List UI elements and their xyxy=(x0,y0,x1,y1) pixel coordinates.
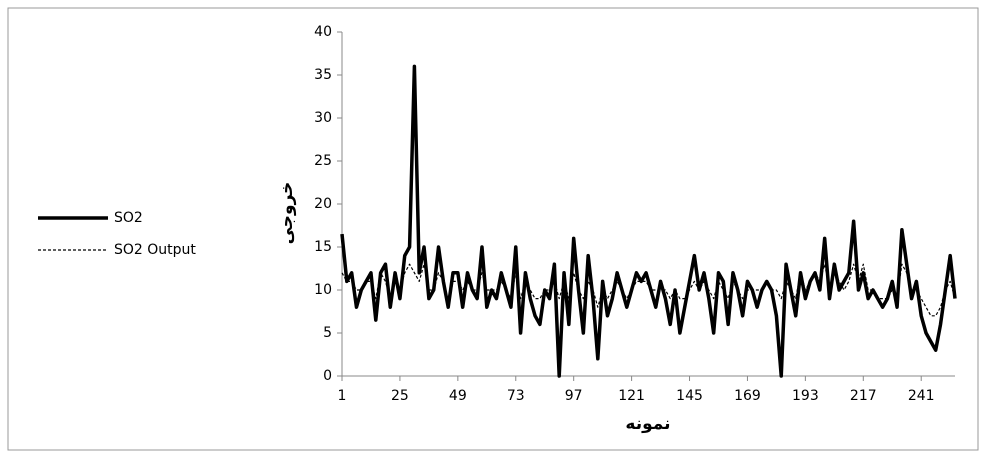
y-tick-label: 0 xyxy=(323,368,332,384)
y-tick-label: 10 xyxy=(314,282,332,298)
y-tick-label: 25 xyxy=(314,153,332,169)
chart-border xyxy=(7,7,979,451)
x-tick-label: 49 xyxy=(449,388,467,404)
x-tick-label: 121 xyxy=(618,388,645,404)
y-tick-label: 15 xyxy=(314,239,332,255)
x-tick-label: 145 xyxy=(676,388,703,404)
y-tick-label: 40 xyxy=(314,24,332,40)
y-tick-label: 5 xyxy=(323,325,332,341)
y-tick-label: 20 xyxy=(314,196,332,212)
x-tick-label: 217 xyxy=(850,388,877,404)
x-tick-label: 241 xyxy=(908,388,935,404)
x-tick-label: 169 xyxy=(734,388,761,404)
y-tick-label: 35 xyxy=(314,67,332,83)
x-tick-label: 25 xyxy=(391,388,409,404)
legend-label: SO2 xyxy=(114,210,143,226)
legend-label: SO2 Output xyxy=(114,242,196,258)
y-tick-label: 30 xyxy=(314,110,332,126)
x-tick-label: 193 xyxy=(792,388,819,404)
x-tick-label: 1 xyxy=(338,388,347,404)
x-tick-label: 73 xyxy=(507,388,525,404)
x-tick-label: 97 xyxy=(565,388,583,404)
y-axis-label: خروجی xyxy=(277,182,297,245)
data-line xyxy=(341,263,956,317)
x-axis-label: نمونه xyxy=(625,414,670,434)
